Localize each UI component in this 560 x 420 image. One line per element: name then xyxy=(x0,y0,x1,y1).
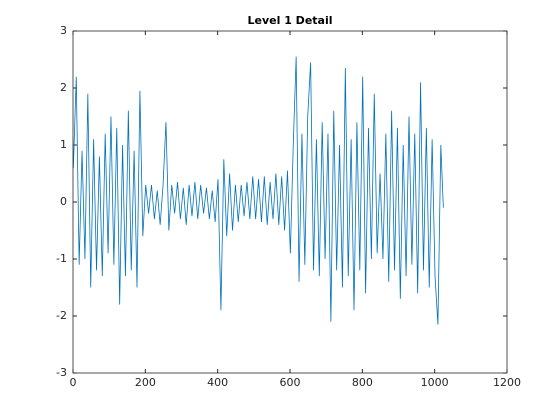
x-tick-label: 0 xyxy=(70,376,77,389)
y-tick-label: -1 xyxy=(56,252,67,265)
y-tick-label: 3 xyxy=(60,24,67,37)
x-tick-label: 800 xyxy=(352,376,373,389)
y-tick-label: -3 xyxy=(56,366,67,379)
x-tick-label: 1000 xyxy=(421,376,449,389)
x-tick-label: 1200 xyxy=(493,376,521,389)
y-tick-label: -2 xyxy=(56,309,67,322)
chart-title: Level 1 Detail xyxy=(248,14,333,27)
axes-box xyxy=(72,30,508,374)
y-tick-label: 1 xyxy=(60,138,67,151)
x-tick-label: 600 xyxy=(280,376,301,389)
x-tick-label: 400 xyxy=(207,376,228,389)
y-tick-label: 0 xyxy=(60,195,67,208)
data-line xyxy=(72,56,444,325)
y-tick-label: 2 xyxy=(60,81,67,94)
x-tick-label: 200 xyxy=(135,376,156,389)
